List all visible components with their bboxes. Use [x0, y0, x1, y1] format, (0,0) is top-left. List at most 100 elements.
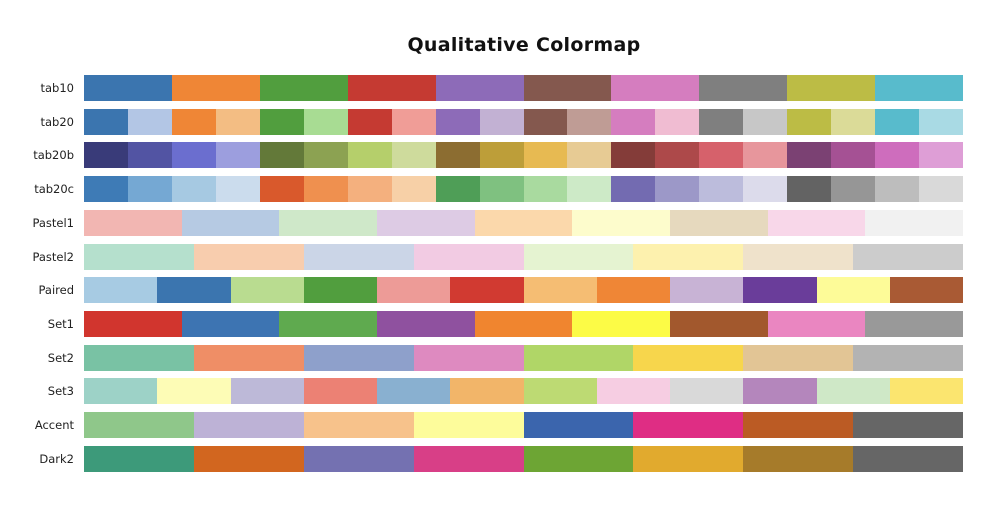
color-swatch [84, 277, 158, 304]
color-swatch [523, 176, 568, 203]
color-swatch [259, 108, 304, 135]
color-swatch [572, 310, 671, 337]
color-swatch [767, 209, 866, 236]
color-swatch [157, 277, 231, 304]
color-swatch [787, 108, 832, 135]
colormap-strip-set1 [84, 310, 964, 337]
color-swatch [633, 344, 744, 371]
color-swatch [84, 176, 128, 203]
color-swatch [84, 310, 182, 337]
color-swatch [413, 344, 524, 371]
color-swatch [413, 412, 524, 438]
color-swatch [347, 176, 392, 203]
color-swatch [171, 176, 216, 203]
color-swatch [215, 142, 260, 169]
color-swatch [875, 142, 920, 169]
color-swatch [611, 108, 656, 135]
color-swatch [865, 209, 964, 236]
color-swatch [181, 209, 280, 236]
color-swatch [743, 142, 788, 169]
color-swatch [633, 445, 744, 472]
color-swatch [523, 142, 568, 169]
color-swatch [743, 378, 817, 405]
row-label-paired: Paired [38, 283, 74, 298]
color-swatch [230, 277, 304, 304]
color-swatch [523, 344, 634, 371]
color-swatch [787, 176, 832, 203]
color-swatch [889, 378, 963, 405]
color-swatch [157, 378, 231, 405]
color-swatch [889, 277, 963, 304]
color-swatch [523, 277, 597, 304]
row-label-set2: Set2 [47, 350, 74, 365]
color-swatch [303, 445, 414, 472]
color-swatch [831, 108, 876, 135]
color-swatch [84, 445, 194, 472]
color-swatch [303, 108, 348, 135]
color-swatch [853, 344, 963, 371]
color-swatch [633, 412, 744, 438]
color-swatch [655, 142, 700, 169]
color-swatch [670, 209, 768, 236]
row-label-tab20: tab20 [40, 114, 75, 129]
color-swatch [567, 142, 612, 169]
color-swatch [413, 445, 524, 472]
color-swatch [84, 108, 128, 135]
color-swatch [479, 142, 524, 169]
color-swatch [181, 310, 280, 337]
color-swatch [853, 445, 963, 472]
color-swatch [435, 142, 480, 169]
color-swatch [435, 75, 524, 101]
color-swatch [523, 243, 634, 270]
color-swatch [523, 378, 597, 405]
color-swatch [919, 108, 964, 135]
color-swatch [670, 378, 744, 405]
color-swatch [655, 176, 700, 203]
color-swatch [303, 176, 348, 203]
color-swatch [171, 108, 216, 135]
color-swatch [171, 142, 216, 169]
color-swatch [670, 277, 744, 304]
color-swatch [699, 75, 788, 101]
color-swatch [743, 412, 854, 438]
chart-title: Qualitative Colormap [407, 34, 641, 56]
color-swatch [391, 142, 436, 169]
color-swatch [303, 142, 348, 169]
color-swatch [279, 209, 378, 236]
colormap-strip-set2 [84, 344, 963, 371]
color-swatch [479, 108, 524, 135]
color-swatch [303, 243, 414, 270]
color-swatch [259, 75, 348, 101]
colormap-strip-tab20 [84, 108, 964, 135]
color-swatch [523, 445, 634, 472]
color-swatch [391, 108, 436, 135]
row-label-set1: Set1 [47, 316, 74, 331]
row-label-pastel1: Pastel1 [32, 215, 74, 230]
color-swatch [391, 176, 436, 203]
color-swatch [435, 108, 480, 135]
color-swatch [919, 142, 964, 169]
color-swatch [479, 176, 524, 203]
color-swatch [303, 344, 414, 371]
color-swatch [413, 243, 524, 270]
color-swatch [377, 277, 451, 304]
color-swatch [435, 176, 480, 203]
colormap-strip-tab10 [84, 75, 964, 101]
color-swatch [303, 277, 377, 304]
colormap-strip-tab20b [84, 142, 964, 169]
color-swatch [611, 176, 656, 203]
row-label-tab10: tab10 [40, 81, 75, 95]
color-swatch [84, 209, 182, 236]
color-swatch [450, 378, 524, 405]
color-swatch [743, 108, 788, 135]
color-swatch [127, 108, 172, 135]
color-swatch [699, 108, 744, 135]
color-swatch [633, 243, 744, 270]
color-swatch [699, 176, 744, 203]
color-swatch [127, 142, 172, 169]
color-swatch [699, 142, 744, 169]
color-swatch [171, 75, 260, 101]
colormap-strip-pastel2 [84, 243, 963, 270]
color-swatch [279, 310, 378, 337]
color-swatch [767, 310, 866, 337]
